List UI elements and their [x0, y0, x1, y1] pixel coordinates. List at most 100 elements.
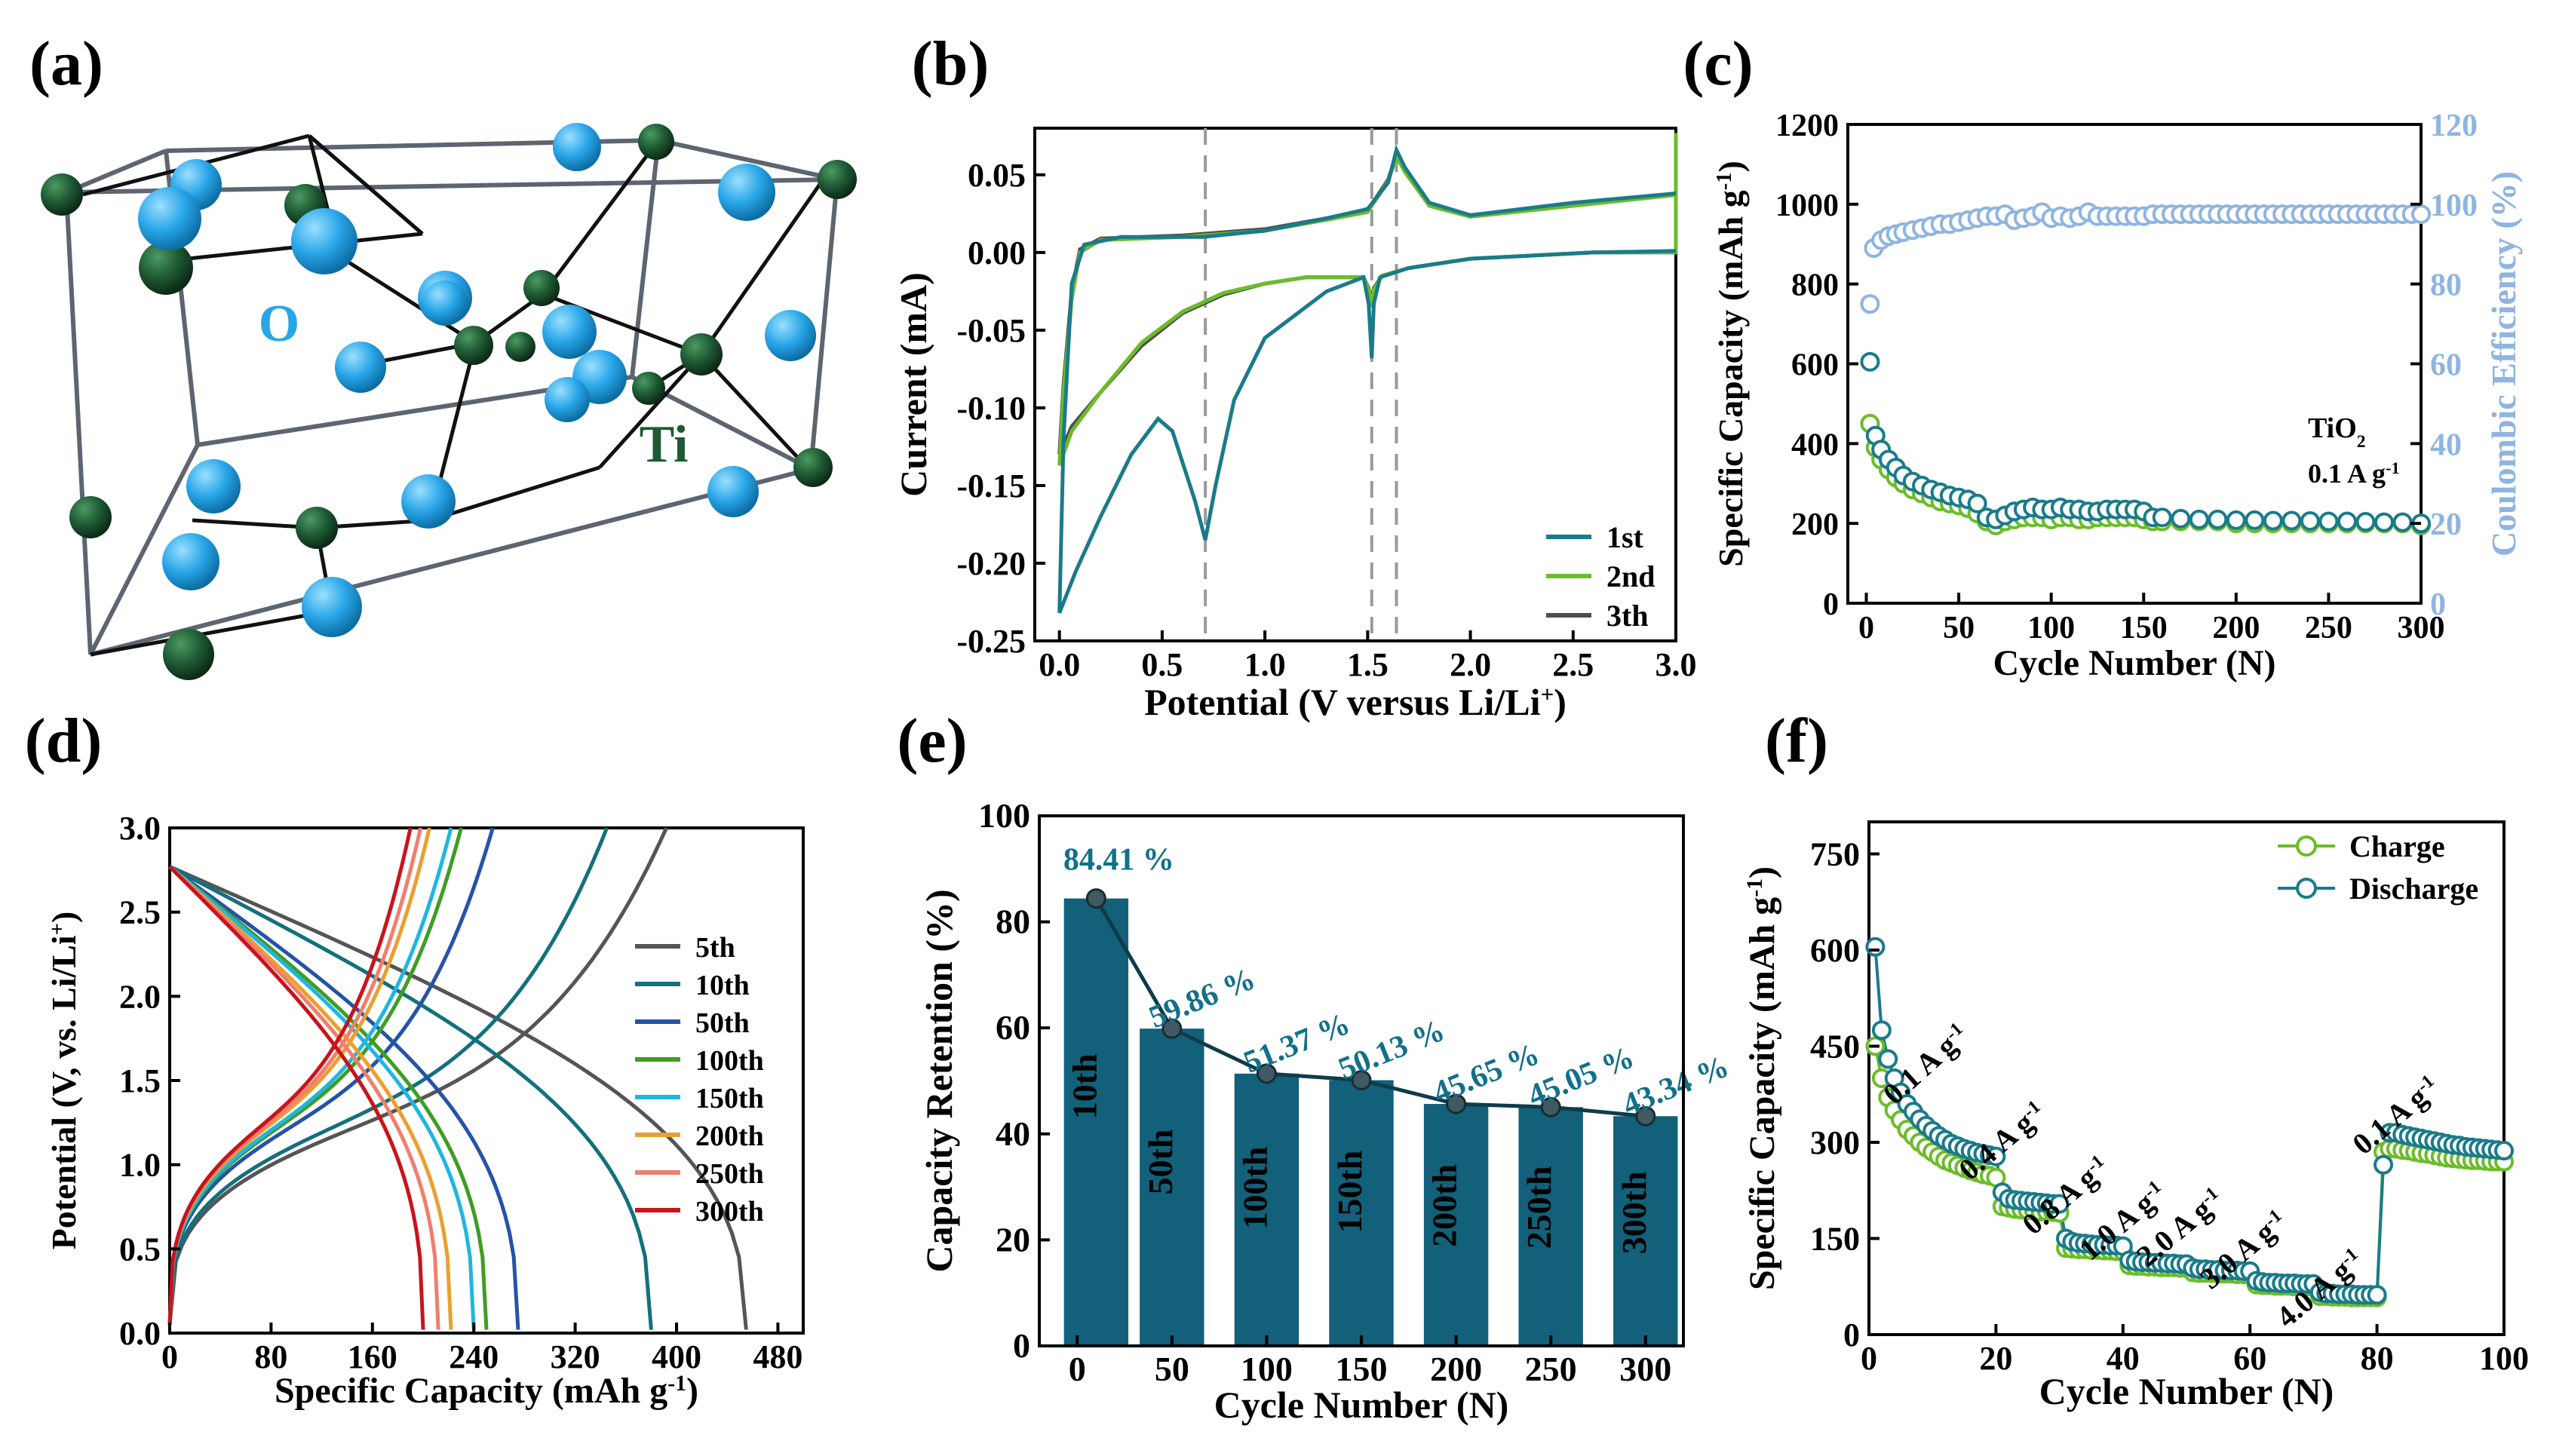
y-tick-label: 800 — [1791, 268, 1839, 303]
charge-curve-50th — [167, 827, 495, 1325]
o-atom — [422, 280, 468, 326]
y-tick-label: 300 — [1810, 1124, 1860, 1161]
x-tick-label: 0 — [1861, 1340, 1877, 1377]
retention-value-label: 45.05 % — [1524, 1040, 1640, 1114]
ti-atom — [793, 448, 833, 487]
y-tick-label: 400 — [1791, 428, 1839, 462]
y-tick-label: 600 — [1791, 348, 1839, 383]
y-tick-label: 20 — [996, 1220, 1030, 1258]
x-tick-label: 0 — [1858, 611, 1874, 645]
panel-c-cycling-chart: 0 50 100 150 200 250 3000200400600800100012000… — [1711, 109, 2523, 683]
label-part: -1 — [2386, 458, 2400, 477]
legend-label: 3th — [1606, 599, 1649, 633]
ti-atom — [523, 270, 560, 306]
ti-atom — [680, 333, 723, 375]
label-part: 0.1 A g — [1876, 1028, 1963, 1111]
o-atom — [545, 377, 590, 422]
x-tick-label: 0 — [1069, 1350, 1086, 1388]
cv-curve-1st — [1057, 249, 1677, 614]
panel-d-voltage-profile-chart: 0 80 160 240 320 400 480 0.0 0.5 1.0 1.5 2.0 2.5 3.0 S… — [44, 810, 805, 1411]
y2-tick-label: 120 — [2430, 109, 2478, 143]
discharge-point — [2374, 512, 2394, 532]
o-atom — [542, 305, 597, 359]
y-tick-label: 80 — [996, 903, 1030, 941]
discharge-point — [1967, 493, 1987, 513]
x-tick-label: 300 — [2398, 611, 2445, 645]
discharge-point — [2171, 508, 2191, 529]
bar-cycle-label: 150th — [1330, 1151, 1369, 1234]
y-tick-label: 2.5 — [119, 894, 161, 931]
retention-bar — [1234, 1073, 1300, 1346]
ti-atom — [505, 332, 535, 362]
panel-label: (f) — [1765, 706, 1828, 776]
plot-frame — [1846, 123, 2423, 605]
legend-label: 100th — [695, 1045, 764, 1077]
y-tick-label: 1000 — [1775, 189, 1839, 223]
label-part: TiO — [2308, 412, 2357, 444]
ti-o-bond — [308, 134, 424, 235]
y2-axis-title: Coulombic Efficiency (%) — [2484, 171, 2523, 556]
label-part: ) — [1554, 681, 1567, 723]
y-axis-title: Specific Capacity (mAh g-1) — [1742, 866, 1783, 1290]
label-part: ) — [1711, 161, 1750, 172]
x-tick-label: 40 — [2107, 1340, 2140, 1377]
y-axis-title: Potential (V, vs. Li/Li+) — [44, 912, 83, 1250]
x-tick-label: 2.5 — [1552, 646, 1594, 683]
y-tick-label: 3.0 — [119, 810, 161, 847]
bar-cycle-label: 300th — [1615, 1171, 1653, 1254]
y-tick-label: 1200 — [1775, 109, 1839, 143]
ti-atom — [41, 173, 83, 216]
y-axis-title: Specific Capacity (mAh g-1) — [1711, 161, 1750, 567]
lattice-edge — [64, 192, 93, 655]
panel-a-crystal-structure: O Ti — [41, 123, 857, 680]
x-tick-label: 0 — [161, 1338, 178, 1375]
retention-value-label: 45.65 % — [1428, 1037, 1545, 1111]
x-tick-label: 0.0 — [1039, 646, 1080, 683]
x-tick-label: 80 — [254, 1338, 287, 1375]
ti-atom — [296, 507, 338, 549]
o-atom — [718, 164, 775, 221]
label-part: ) — [1742, 866, 1782, 878]
lattice-edge — [630, 139, 661, 378]
retention-bar — [1423, 1104, 1489, 1346]
y-tick-label: 200 — [1791, 507, 1839, 542]
retention-bar — [1613, 1116, 1678, 1346]
label-part: -1 — [667, 1371, 686, 1396]
x-tick-label: 320 — [551, 1338, 600, 1375]
legend-label: 10th — [695, 970, 750, 1001]
ti-atom — [139, 241, 193, 295]
label-part: Specific Capacity (mAh g — [275, 1371, 667, 1411]
discharge-point — [1860, 351, 1880, 372]
x-tick-label: 1.0 — [1244, 646, 1286, 683]
plot-frame — [1867, 820, 2506, 1336]
material-annotation: TiO2 — [2308, 412, 2366, 452]
bar-cycle-label: 10th — [1065, 1053, 1103, 1119]
discharge-curve-300th — [168, 865, 425, 1330]
efficiency-point — [2411, 204, 2431, 225]
y-tick-label: -0.25 — [956, 623, 1026, 660]
x-tick-label: 3.0 — [1656, 646, 1697, 683]
y-tick-label: 0 — [1843, 1317, 1860, 1353]
panel-b-cv-chart: 0.0 0.5 1.0 1.5 2.0 2.5 3.0 0.05 0.00 -0.05 -0.10 -… — [892, 127, 1697, 723]
y-tick-label: 0.0 — [119, 1315, 161, 1352]
retention-bar — [1518, 1107, 1583, 1346]
y-tick-label: 60 — [996, 1008, 1030, 1047]
x-tick-label: 100 — [2479, 1340, 2529, 1377]
legend-label: Discharge — [2349, 872, 2478, 906]
ti-o-bond — [542, 142, 658, 296]
y-tick-label: 0 — [1823, 587, 1839, 622]
o-atom — [291, 208, 357, 274]
panel-label: (b) — [912, 29, 990, 99]
discharge-point — [2494, 1141, 2514, 1161]
label-part: + — [46, 923, 69, 935]
panel-label: (e) — [897, 706, 967, 776]
discharge-point — [2245, 510, 2265, 530]
y-tick-label: 1.0 — [119, 1147, 161, 1184]
y2-tick-label: 0 — [2430, 587, 2446, 622]
ti-atom — [454, 326, 493, 365]
retention-point — [1256, 1063, 1277, 1084]
retention-value-label: 50.13 % — [1333, 1013, 1450, 1087]
retention-bar — [1140, 1028, 1204, 1346]
o-atom — [186, 459, 241, 513]
label-part: ) — [686, 1371, 698, 1411]
